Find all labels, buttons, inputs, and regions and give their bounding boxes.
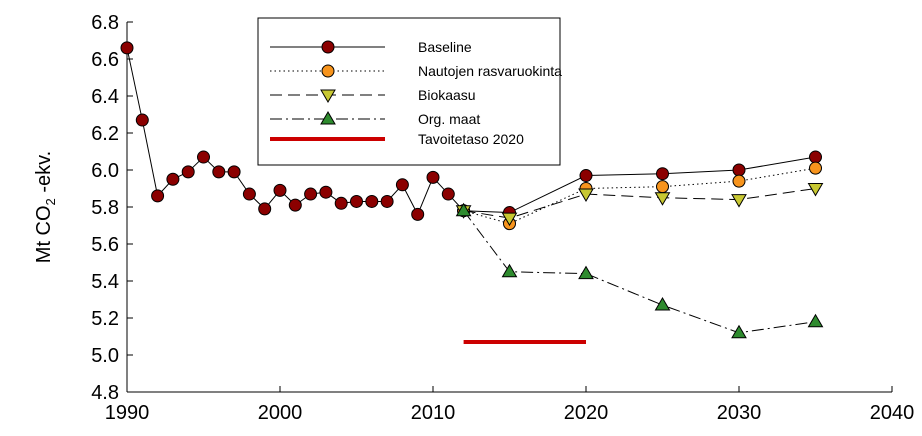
point <box>578 188 594 203</box>
point <box>151 189 165 203</box>
point <box>656 180 669 194</box>
point <box>501 263 518 278</box>
legend-label: Tavoitetaso 2020 <box>418 131 524 147</box>
point <box>426 170 440 184</box>
legend-label: Biokaasu <box>418 87 476 103</box>
y-label-subscript: 2 <box>43 198 58 205</box>
legend-marker <box>320 111 336 125</box>
series-line <box>126 47 816 216</box>
point <box>120 41 134 55</box>
point <box>578 265 594 280</box>
x-tick-label: 2000 <box>258 402 303 424</box>
point <box>212 165 226 179</box>
y-tick-label: 5.6 <box>91 234 119 256</box>
point <box>197 150 210 164</box>
series-line <box>463 167 816 225</box>
point <box>411 207 425 221</box>
x-tick-label: 2010 <box>411 402 456 424</box>
y-tick-label: 5.2 <box>91 308 119 330</box>
point <box>809 161 822 175</box>
series-line <box>463 188 816 219</box>
point <box>273 183 287 197</box>
series-line <box>463 210 816 334</box>
legend-label: Org. maat <box>418 111 480 127</box>
point <box>319 185 333 199</box>
point <box>809 150 822 164</box>
point <box>166 172 180 186</box>
point <box>654 297 671 311</box>
point <box>579 169 593 183</box>
y-tick-label: 6.2 <box>91 123 119 145</box>
point <box>501 212 518 227</box>
point <box>732 163 746 177</box>
point <box>227 165 241 179</box>
point <box>441 187 455 201</box>
y-tick-label: 6.4 <box>91 86 119 108</box>
point <box>656 167 669 181</box>
legend-marker <box>320 89 336 103</box>
point <box>654 192 671 206</box>
x-tick-label: 2030 <box>717 402 762 424</box>
point <box>135 113 149 127</box>
y-tick-label: 5.0 <box>91 345 119 367</box>
x-tick-label: 2020 <box>564 402 609 424</box>
point <box>365 194 379 208</box>
point <box>350 194 363 208</box>
legend-label: Baseline <box>418 39 472 55</box>
point <box>732 174 746 188</box>
y-label-part: Mt CO <box>33 205 55 263</box>
point <box>304 187 318 201</box>
point <box>807 183 824 197</box>
point <box>731 194 747 208</box>
y-tick-label: 6.8 <box>91 12 119 34</box>
legend-marker <box>321 64 335 78</box>
point <box>731 324 747 339</box>
point <box>181 165 195 179</box>
point <box>288 198 302 212</box>
y-tick-label: 6.0 <box>91 160 119 182</box>
y-tick-label: 4.8 <box>91 382 119 404</box>
y-tick-label: 6.6 <box>91 49 119 71</box>
point <box>807 313 824 328</box>
legend-marker <box>321 40 335 54</box>
point <box>258 202 272 216</box>
point <box>395 178 409 192</box>
y-axis-label: Mt CO2 -ekv. <box>33 151 58 263</box>
y-tick-label: 5.4 <box>91 271 119 293</box>
point <box>242 187 256 201</box>
x-tick-label: 2040 <box>870 402 915 424</box>
x-tick-label: 1990 <box>105 402 150 424</box>
y-tick-label: 5.8 <box>91 197 119 219</box>
point <box>334 196 348 210</box>
point <box>455 202 472 217</box>
legend-label: Nautojen rasvaruokinta <box>418 63 562 79</box>
y-label-part: -ekv. <box>33 151 55 198</box>
point <box>380 194 394 208</box>
